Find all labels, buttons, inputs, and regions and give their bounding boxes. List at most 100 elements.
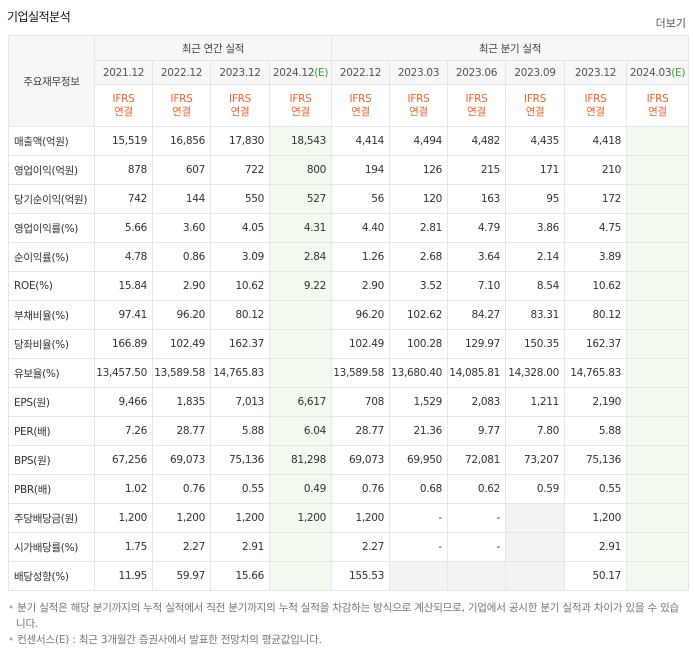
standard: IFRS 연결 <box>152 84 211 127</box>
cell: 15.66 <box>210 561 270 591</box>
cell <box>625 445 690 475</box>
cell: 4,418 <box>564 126 627 156</box>
data-row: 배당성향(%) 11.95 59.97 15.66 155.53 50.17 <box>8 561 690 591</box>
standard-scope: 연결 <box>525 105 545 118</box>
cell: 69,073 <box>331 445 390 475</box>
cell: 0.59 <box>505 474 565 504</box>
cell: 163 <box>447 184 506 214</box>
standard: IFRS 연결 <box>269 84 332 127</box>
period-date: 2023.09 <box>514 66 556 79</box>
cell <box>269 329 332 359</box>
row-label: 당기순이익(억원) <box>8 184 95 214</box>
cell <box>269 561 332 591</box>
period: 2024.12(E) <box>269 60 332 85</box>
section-title: 기업실적분석 <box>7 10 71 24</box>
standard-scope: 연결 <box>172 105 191 118</box>
cell: 4.05 <box>210 213 270 243</box>
cell: 722 <box>210 155 270 185</box>
cell: 75,136 <box>564 445 627 475</box>
cell <box>505 503 565 533</box>
cell: 155.53 <box>331 561 390 591</box>
cell <box>625 387 690 417</box>
cell: 1,200 <box>564 503 627 533</box>
standard-scope: 연결 <box>351 105 370 118</box>
cell <box>625 474 690 504</box>
cell: 13,589.58 <box>152 358 211 388</box>
row-label: ROE(%) <box>8 271 95 301</box>
cell: 13,457.50 <box>94 358 153 388</box>
cell <box>625 126 690 156</box>
cell <box>447 561 506 591</box>
cell: 0.76 <box>152 474 211 504</box>
estimate-mark: (E) <box>314 66 329 79</box>
cell <box>625 503 690 533</box>
cell: 97.41 <box>94 300 153 330</box>
standard-type: IFRS <box>112 92 135 105</box>
cell: 4.78 <box>94 242 153 272</box>
period-row: 2021.12 2022.12 2023.12 2024.12(E) 2022.12 20… <box>9 60 690 85</box>
cell: 15.84 <box>94 271 153 301</box>
cell: 2,190 <box>564 387 627 417</box>
standard: IFRS 연결 <box>389 84 448 127</box>
cell: 4,435 <box>505 126 565 156</box>
cell: 6.04 <box>269 416 332 446</box>
cell: 8.54 <box>505 271 565 301</box>
cell <box>625 300 690 330</box>
more-link[interactable]: 더보기 <box>655 17 686 30</box>
period: 2024.03(E) <box>625 60 690 85</box>
cell: 96.20 <box>152 300 211 330</box>
cell: - <box>447 503 506 533</box>
standard-type: IFRS <box>289 92 312 105</box>
standard: IFRS 연결 <box>331 84 390 127</box>
cell: 14,765.83 <box>210 358 270 388</box>
period: 2023.06 <box>447 60 506 85</box>
cell: 0.86 <box>152 242 211 272</box>
period-date: 2023.12 <box>219 66 261 79</box>
cell: 800 <box>269 155 332 185</box>
cell: 3.52 <box>389 271 448 301</box>
cell: 1,200 <box>152 503 211 533</box>
standard-type: IFRS <box>407 92 430 105</box>
cell <box>269 532 332 562</box>
cell: 0.62 <box>447 474 506 504</box>
cell: 194 <box>331 155 390 185</box>
cell: 95 <box>505 184 565 214</box>
notes: 분기 실적은 해당 분기까지의 누적 실적에서 직전 분기까지의 누적 실적을 … <box>8 600 688 648</box>
cell: - <box>389 503 448 533</box>
cell: 4,494 <box>389 126 448 156</box>
estimate-mark: (E) <box>671 66 686 79</box>
period-date: 2021.12 <box>102 66 145 79</box>
cell: 0.68 <box>389 474 448 504</box>
cell: 172 <box>564 184 627 214</box>
cell: 0.49 <box>269 474 332 504</box>
data-row: 영업이익률(%) 5.66 3.60 4.05 4.31 4.40 2.81 4.79 3.86… <box>8 213 690 243</box>
cell: 878 <box>94 155 153 185</box>
cell: 18,543 <box>269 126 332 156</box>
cell: 11.95 <box>94 561 153 591</box>
cell: 1,200 <box>210 503 270 533</box>
standard: IFRS 연결 <box>625 84 690 127</box>
standard-scope: 연결 <box>586 105 605 118</box>
period: 2021.12 <box>94 60 153 85</box>
cell <box>625 155 690 185</box>
cell: 17,830 <box>210 126 270 156</box>
cell: 4.40 <box>331 213 390 243</box>
standard: IFRS 연결 <box>505 84 565 127</box>
row-label: 배당성향(%) <box>8 561 95 591</box>
cell: 56 <box>331 184 390 214</box>
cell: 84.27 <box>447 300 506 330</box>
row-label: PBR(배) <box>8 474 95 504</box>
standard-row: IFRS 연결 IFRS 연결 IFRS 연결 IFRS 연결 IFRS 연결 IFRS 연결 IFRS… <box>9 84 690 127</box>
cell: 550 <box>210 184 270 214</box>
cell: 15,519 <box>94 126 153 156</box>
row-label: EPS(원) <box>8 387 95 417</box>
note: 컨센서스(E) : 최근 3개월간 증권사에서 발표한 전망치의 평균값입니다. <box>8 632 688 648</box>
data-row: 영업이익(억원) 878 607 722 800 194 126 215 171 210 <box>8 155 690 185</box>
cell: 3.89 <box>564 242 627 272</box>
cell: 7.80 <box>505 416 565 446</box>
data-row: EPS(원) 9,466 1,835 7,013 6,617 708 1,529 2,083 1… <box>8 387 690 417</box>
cell <box>625 532 690 562</box>
cell: 16,856 <box>152 126 211 156</box>
standard-type: IFRS <box>349 92 372 105</box>
cell: 1,835 <box>152 387 211 417</box>
